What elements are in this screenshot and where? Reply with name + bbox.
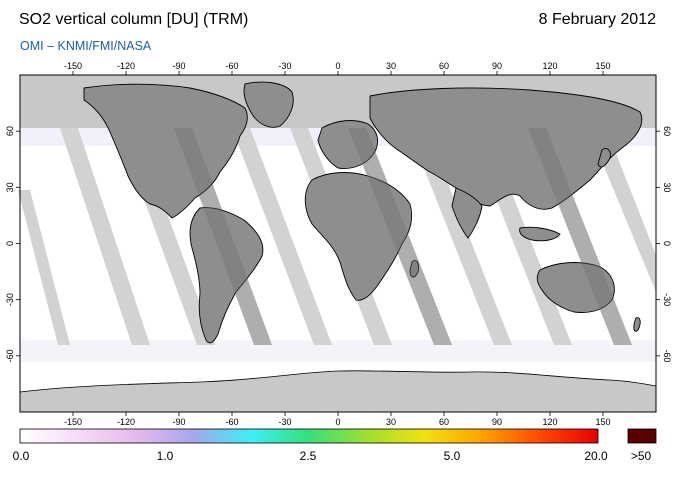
lon-tick-bottom-label: -120 — [117, 417, 135, 427]
colorbar-label-1: 1.0 — [156, 449, 174, 463]
swath-over-land — [174, 128, 632, 345]
lon-tick-bottom-label: 120 — [542, 417, 557, 427]
lat-tick-left-label: 30 — [5, 182, 15, 192]
lat-tick-right-label: 30 — [662, 182, 672, 192]
lon-tick-top-label: -30 — [278, 61, 291, 71]
indonesia — [519, 226, 561, 242]
south-america — [189, 207, 264, 344]
lon-tick-bottom-label: 60 — [439, 417, 449, 427]
colorbar-label-2: 2.5 — [299, 449, 317, 463]
noise-band-south — [20, 340, 656, 362]
lon-tick-bottom-label: 30 — [386, 417, 396, 427]
madagascar — [409, 260, 419, 278]
lon-tick-bottom-label: -90 — [172, 417, 185, 427]
map-area — [18, 74, 657, 413]
lon-tick-bottom-label: -30 — [278, 417, 291, 427]
colorbar-label-3: 5.0 — [443, 449, 461, 463]
new-zealand — [633, 317, 641, 332]
lat-tick-right-label: 60 — [662, 126, 672, 136]
lon-tick-bottom-label: 90 — [492, 417, 502, 427]
colorbar-label-4: 20.0 — [584, 449, 608, 463]
lat-tick-left-label: -60 — [5, 349, 15, 362]
lon-tick-bottom-label: -60 — [225, 417, 238, 427]
colorbar-gradient — [19, 428, 599, 444]
lon-tick-top-label: 30 — [386, 61, 396, 71]
lon-tick-bottom-label: -150 — [64, 417, 82, 427]
lon-tick-top-label: -90 — [172, 61, 185, 71]
lat-tick-right-label: -30 — [662, 293, 672, 306]
lat-tick-left-label: -30 — [5, 293, 15, 306]
lat-tick-left-label: 0 — [5, 241, 15, 246]
lon-tick-top-label: -60 — [225, 61, 238, 71]
lon-tick-top-label: -150 — [64, 61, 82, 71]
lat-ticks-left: 60 30 0 -30 -60 — [5, 126, 20, 362]
lon-tick-top-label: -120 — [117, 61, 135, 71]
lat-tick-left-label: 60 — [5, 126, 15, 136]
lon-tick-top-label: 60 — [439, 61, 449, 71]
asia — [369, 87, 643, 210]
lon-tick-bottom-label: 0 — [335, 417, 340, 427]
colorbar-overflow-swatch — [627, 428, 657, 444]
lon-tick-top-label: 90 — [492, 61, 502, 71]
lon-ticks-top: -150 -120 -90 -60 -30 0 30 60 90 120 150 — [64, 61, 611, 75]
colorbar-label-0: 0.0 — [12, 449, 30, 463]
australia — [536, 262, 615, 313]
india — [451, 187, 483, 239]
map-title: SO2 vertical column [DU] (TRM) — [19, 11, 249, 28]
lat-tick-right-label: 0 — [662, 241, 672, 246]
antarctica — [19, 370, 657, 413]
lat-ticks-right: 60 30 0 -30 -60 — [656, 126, 672, 362]
lon-tick-top-label: 120 — [542, 61, 557, 71]
lon-tick-top-label: 0 — [335, 61, 340, 71]
lon-tick-top-label: 150 — [595, 61, 610, 71]
greenland — [243, 81, 294, 128]
data-credit: OMI – KNMI/FMI/NASA — [20, 39, 152, 53]
lat-tick-right-label: -60 — [662, 349, 672, 362]
continents — [83, 81, 643, 344]
japan — [597, 147, 611, 168]
europe — [317, 120, 378, 169]
africa — [304, 172, 413, 301]
map-date: 8 February 2012 — [538, 11, 656, 28]
colorbar-label-5: >50 — [630, 449, 652, 463]
colorbar — [19, 428, 657, 444]
lon-tick-bottom-label: 150 — [595, 417, 610, 427]
lon-ticks-bottom: -150 -120 -90 -60 -30 0 30 60 90 120 150 — [64, 412, 611, 427]
north-america — [83, 83, 248, 219]
